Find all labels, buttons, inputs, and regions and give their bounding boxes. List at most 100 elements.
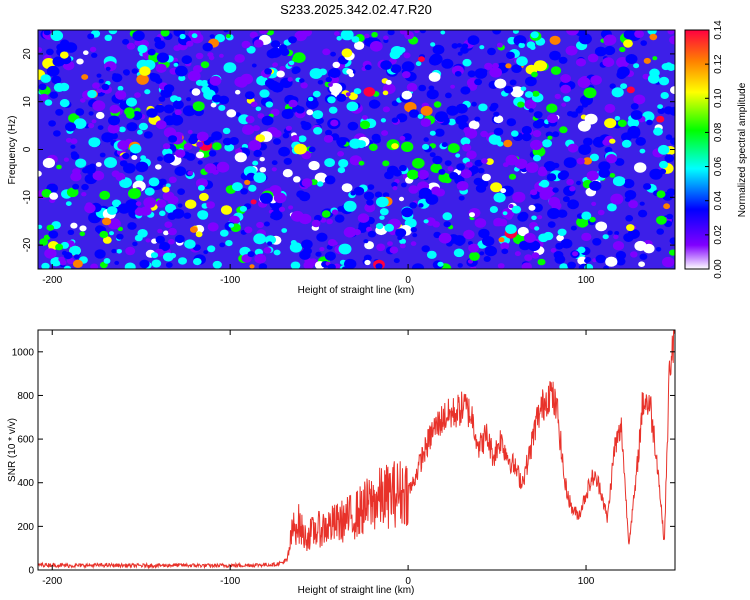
heatmap-cell	[324, 251, 336, 261]
heatmap-cell	[308, 96, 314, 102]
heatmap-cell	[195, 178, 208, 189]
heatmap-cell	[516, 56, 528, 67]
heatmap-cell	[139, 66, 151, 76]
heatmap-cell	[401, 182, 407, 188]
heatmap-cell	[539, 189, 552, 200]
heatmap-cell	[83, 50, 89, 55]
heatmap-cell	[538, 233, 549, 243]
heatmap-cell	[330, 119, 339, 127]
snr-y-tick-label: 200	[17, 522, 34, 533]
heatmap-cell	[375, 223, 384, 230]
heatmap-cell	[627, 127, 641, 139]
heatmap-cell	[163, 153, 175, 164]
heatmap-cell	[255, 134, 266, 143]
heatmap-cell	[259, 30, 265, 34]
heatmap-cell	[623, 39, 633, 48]
heatmap-cell	[639, 148, 646, 154]
heatmap-cell	[635, 137, 646, 146]
heatmap-cell	[399, 238, 406, 245]
heatmap-x-ticks: -200 -100 0 100	[42, 30, 595, 286]
heatmap-cell	[382, 192, 390, 198]
heatmap-cell	[301, 178, 313, 188]
heatmap-cell	[225, 240, 233, 247]
heatmap-cell	[257, 113, 265, 119]
snr-y-tick-label: 800	[17, 391, 34, 402]
heatmap-y-tick-label: -10	[22, 190, 33, 205]
heatmap-cell	[391, 143, 399, 150]
heatmap-cell	[140, 206, 152, 216]
heatmap-cell	[174, 109, 182, 116]
heatmap-cell	[560, 84, 571, 94]
heatmap-cell	[401, 90, 413, 100]
heatmap-cell	[444, 160, 452, 167]
heatmap-cell	[247, 251, 255, 258]
heatmap-cell	[478, 228, 490, 239]
heatmap-cell	[501, 248, 509, 255]
heatmap-cell	[422, 143, 430, 150]
heatmap-cell	[512, 191, 526, 203]
heatmap-cell	[59, 99, 70, 108]
heatmap-cell	[165, 183, 171, 188]
heatmap-cell	[212, 260, 222, 269]
heatmap-cell	[523, 232, 536, 243]
heatmap-cell	[359, 120, 371, 130]
heatmap-cell	[484, 245, 497, 257]
heatmap-cell	[638, 261, 645, 268]
heatmap-cell	[590, 75, 602, 85]
heatmap-cell	[259, 192, 273, 204]
heatmap-cell	[468, 120, 480, 130]
heatmap-cell	[324, 158, 335, 168]
heatmap-cell	[612, 176, 626, 187]
heatmap-cell	[267, 80, 280, 91]
heatmap-cell	[426, 250, 437, 259]
heatmap-cell	[263, 221, 270, 227]
heatmap-cell	[197, 160, 203, 165]
heatmap-cell	[309, 68, 323, 79]
heatmap-cell	[442, 212, 453, 221]
heatmap-cell	[367, 230, 376, 238]
heatmap-cell	[379, 215, 385, 220]
heatmap-cell	[446, 105, 459, 116]
heatmap-cell	[468, 243, 479, 253]
heatmap-cell	[220, 229, 229, 237]
heatmap-cell	[278, 206, 286, 212]
heatmap-cell	[235, 89, 241, 95]
heatmap-cell	[101, 83, 110, 91]
heatmap-x-tick-label: 100	[578, 275, 595, 286]
snr-x-ticks: -200 -100 0 100	[42, 330, 595, 587]
heatmap-cell	[72, 259, 83, 268]
heatmap-cell	[401, 207, 414, 218]
heatmap-cell	[321, 210, 331, 218]
heatmap-cell	[647, 73, 660, 84]
heatmap-cell	[187, 106, 193, 111]
heatmap-cell	[124, 262, 136, 269]
heatmap-cell	[589, 153, 600, 162]
heatmap-cell	[211, 94, 222, 103]
heatmap-cell	[417, 114, 424, 119]
heatmap-cell	[87, 90, 97, 98]
heatmap-cell	[65, 122, 76, 132]
heatmap-cell	[434, 128, 445, 137]
heatmap-cell	[344, 258, 357, 269]
heatmap-cell	[363, 191, 375, 201]
heatmap-cell	[607, 230, 613, 236]
heatmap-cell	[639, 253, 648, 260]
heatmap-cell	[301, 121, 312, 131]
heatmap-cell	[298, 213, 312, 225]
heatmap-cell	[533, 154, 541, 162]
heatmap-cell	[508, 173, 517, 180]
heatmap-cell	[129, 143, 142, 154]
heatmap-cell	[122, 38, 130, 45]
heatmap-cell	[250, 199, 257, 205]
heatmap-cell	[604, 45, 616, 56]
heatmap-cell	[381, 130, 389, 136]
snr-y-tick-label: 600	[17, 435, 34, 446]
heatmap-cell	[109, 231, 114, 236]
heatmap-cell	[479, 251, 485, 256]
heatmap-cell	[494, 78, 507, 89]
heatmap-cell	[147, 48, 156, 56]
heatmap-cell	[548, 196, 561, 207]
heatmap-cell	[623, 178, 635, 189]
heatmap-cell	[484, 62, 493, 70]
heatmap-cell	[287, 77, 293, 82]
